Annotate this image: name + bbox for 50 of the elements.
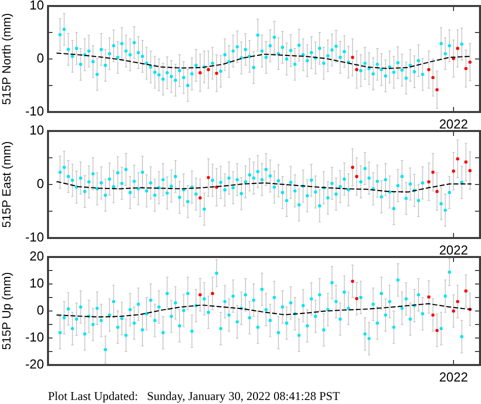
point <box>431 76 435 80</box>
y-tick-label: -10 <box>25 230 44 245</box>
text: Plot Last Updated: Sunday, January 30, 2022 08:41:28 PST <box>48 389 340 403</box>
point <box>350 280 354 283</box>
y-axis-title: 515P Up (mm) <box>0 272 14 350</box>
point <box>198 293 202 296</box>
point <box>468 168 472 172</box>
point <box>431 313 435 317</box>
y-tick-label: -10 <box>25 104 44 119</box>
point <box>435 328 439 332</box>
y-tick-label: 10 <box>30 122 44 138</box>
point <box>206 68 210 72</box>
point <box>431 170 435 174</box>
point <box>355 296 358 300</box>
y-tick-label: -20 <box>25 356 44 372</box>
y-tick-label: 0 <box>36 176 44 192</box>
y-axis-title: 515P North (mm) <box>0 13 14 105</box>
point <box>427 68 430 72</box>
y-tick-label: -10 <box>25 330 44 345</box>
point <box>198 196 202 200</box>
y-tick-label: 0 <box>36 302 44 318</box>
point <box>456 157 460 160</box>
y-tick-label: 20 <box>30 248 44 264</box>
point <box>435 190 439 194</box>
point <box>215 72 218 75</box>
point <box>427 295 430 299</box>
point <box>456 46 460 50</box>
point <box>210 292 214 296</box>
point <box>464 66 468 70</box>
y-axis-title: 515P East (mm) <box>0 141 14 228</box>
point <box>350 166 354 169</box>
x-tick-label: 2022 <box>439 116 468 132</box>
point <box>355 68 358 72</box>
y-tick-label: 10 <box>30 0 44 13</box>
point <box>464 289 468 293</box>
x-tick-label: 2022 <box>439 242 468 258</box>
point <box>452 309 456 313</box>
x-tick-label: 2022 <box>439 369 468 384</box>
point <box>355 174 358 178</box>
point <box>350 56 354 60</box>
point <box>456 300 460 304</box>
point <box>464 160 468 164</box>
point <box>435 88 439 92</box>
point <box>427 180 430 184</box>
y-tick-label: 0 <box>36 50 44 66</box>
point <box>206 176 210 180</box>
point <box>198 71 202 74</box>
y-tick-label: 10 <box>30 276 44 291</box>
point <box>468 60 472 64</box>
point <box>452 170 456 173</box>
